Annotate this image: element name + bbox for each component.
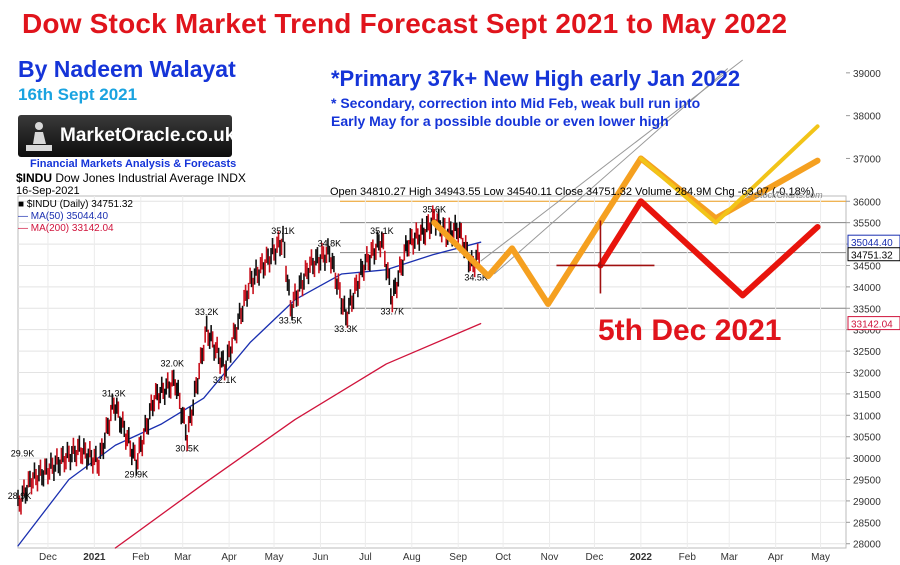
x-tick-label: Apr xyxy=(768,552,784,563)
axis-value-label: 35044.40 xyxy=(851,238,893,249)
chart-date: 16-Sep-2021 xyxy=(16,185,80,197)
logo-text: MarketOracle.co.uk xyxy=(60,125,236,146)
y-tick-label: 36000 xyxy=(853,197,881,208)
forecast-date-label: 5th Dec 2021 xyxy=(598,314,782,347)
y-tick-label: 34000 xyxy=(853,283,881,294)
y-tick-label: 34500 xyxy=(853,261,881,272)
price-annotation: 35.1K xyxy=(271,226,295,236)
index-name: Dow Jones Industrial Average INDX xyxy=(55,171,246,185)
price-annotation: 33.5K xyxy=(279,315,303,325)
price-annotation: 35.1K xyxy=(370,226,394,236)
legend-price: ■ $INDU (Daily) 34751.32 xyxy=(18,199,133,210)
statue-icon xyxy=(26,122,52,151)
x-tick-label: Apr xyxy=(221,552,237,563)
x-tick-label: Jul xyxy=(359,552,372,563)
axis-value-box xyxy=(847,316,900,331)
primary-forecast-note: *Primary 37k+ New High early Jan 2022 xyxy=(331,66,741,91)
secondary-forecast-note-line2: Early May for a possible double or even … xyxy=(331,113,669,129)
y-tick-label: 33500 xyxy=(853,304,881,315)
secondary-forecast-note-line1: * Secondary, correction into Mid Feb, we… xyxy=(331,95,701,111)
price-annotation: 33.3K xyxy=(334,324,358,334)
fan-line xyxy=(493,68,729,275)
y-tick-label: 37000 xyxy=(853,154,881,165)
tagline: Financial Markets Analysis & Forecasts xyxy=(30,158,237,170)
legend-ma50: — MA(50) 35044.40 xyxy=(18,211,109,222)
x-tick-label: Dec xyxy=(586,552,604,563)
price-annotation: 32.1K xyxy=(213,375,237,385)
secondary-forecast-path xyxy=(638,124,820,225)
price-annotation: 33.2K xyxy=(195,307,219,317)
marketoracle-logo: MarketOracle.co.uk xyxy=(18,115,236,157)
price-annotation: 34.5K xyxy=(464,272,488,282)
y-tick-label: 30000 xyxy=(853,454,881,465)
author-name: By Nadeem Walayat xyxy=(18,56,236,82)
x-tick-label: Mar xyxy=(721,552,739,563)
ohlc-readout: Open 34810.27 High 34943.55 Low 34540.11… xyxy=(330,186,815,198)
price-annotation: 29.9K xyxy=(125,469,149,479)
price-annotation: 35.6K xyxy=(422,204,446,214)
x-tick-label: 2022 xyxy=(630,552,653,563)
x-tick-label: Oct xyxy=(495,552,511,563)
red-forecast-path xyxy=(597,198,821,299)
y-tick-label: 31000 xyxy=(853,411,881,422)
symbol: $INDU xyxy=(16,171,53,185)
x-tick-label: May xyxy=(811,552,830,563)
x-tick-label: Feb xyxy=(132,552,150,563)
y-tick-label: 35500 xyxy=(853,219,881,230)
stockcharts-credit: © StockCharts.com xyxy=(745,190,823,200)
price-annotation: 34.8K xyxy=(318,239,342,249)
x-tick-label: Aug xyxy=(403,552,421,563)
price-annotation: 30.5K xyxy=(175,444,199,454)
y-tick-label: 28000 xyxy=(853,540,881,551)
legend-ma200: — MA(200) 33142.04 xyxy=(18,223,114,234)
chart-title: Dow Stock Market Trend Forecast Sept 202… xyxy=(22,8,788,39)
x-tick-label: Mar xyxy=(174,552,192,563)
x-tick-label: Feb xyxy=(679,552,697,563)
x-tick-label: Jun xyxy=(312,552,328,563)
y-tick-label: 29000 xyxy=(853,497,881,508)
price-annotation: 33.7K xyxy=(381,307,405,317)
price-annotation: 29.9K xyxy=(11,448,35,458)
y-tick-label: 29500 xyxy=(853,476,881,487)
x-tick-label: May xyxy=(265,552,284,563)
y-tick-label: 32000 xyxy=(853,368,881,379)
y-tick-label: 33000 xyxy=(853,326,881,337)
primary-forecast-path xyxy=(431,155,821,307)
y-tick-label: 30500 xyxy=(853,433,881,444)
x-tick-label: Dec xyxy=(39,552,57,563)
y-tick-label: 38000 xyxy=(853,112,881,123)
axis-value-label: 33142.04 xyxy=(851,320,893,331)
x-tick-label: Nov xyxy=(541,552,559,563)
publish-date: 16th Sept 2021 xyxy=(18,85,138,104)
y-tick-label: 28500 xyxy=(853,518,881,529)
symbol-line: $INDU Dow Jones Industrial Average INDX xyxy=(16,171,246,185)
axis-value-box xyxy=(847,247,900,262)
price-annotation: 31.3K xyxy=(102,388,126,398)
price-annotation: 32.0K xyxy=(160,358,184,368)
axis-value-label: 34751.32 xyxy=(851,251,893,262)
y-tick-label: 39000 xyxy=(853,69,881,80)
x-tick-label: 2021 xyxy=(83,552,106,563)
y-tick-label: 32500 xyxy=(853,347,881,358)
y-tick-label: 31500 xyxy=(853,390,881,401)
x-tick-label: Sep xyxy=(449,552,467,563)
price-annotation: 28.9K xyxy=(8,491,32,501)
ma200-line xyxy=(114,322,482,549)
